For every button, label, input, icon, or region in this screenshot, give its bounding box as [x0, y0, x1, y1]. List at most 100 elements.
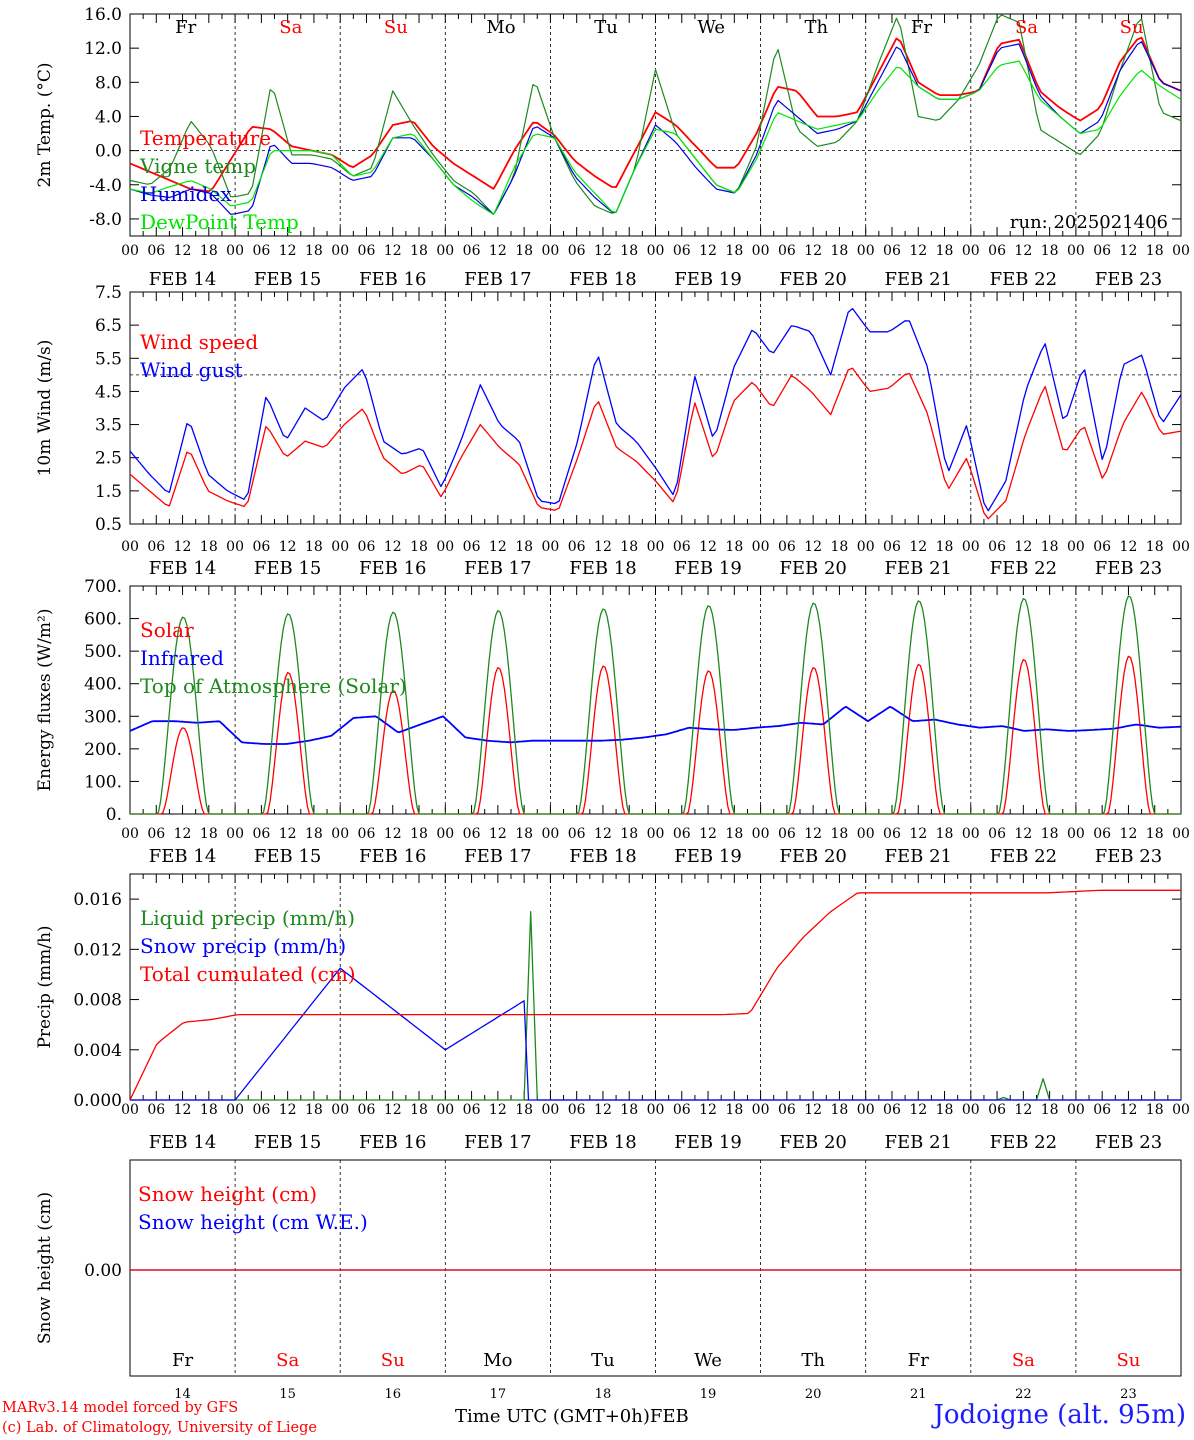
hour-tick-label: 00 — [752, 1102, 770, 1118]
hour-tick-label: 00 — [857, 826, 875, 842]
legend-entry: Wind gust — [140, 358, 243, 382]
y-tick-label: 200. — [84, 740, 122, 760]
hour-tick-label: 06 — [358, 826, 376, 842]
date-label: FEB 20 — [779, 846, 846, 867]
hour-tick-label: 12 — [909, 826, 927, 842]
y-tick-label: -4.0 — [89, 176, 122, 196]
hour-tick-label: 06 — [147, 243, 165, 259]
date-label: FEB 16 — [359, 558, 426, 579]
hour-tick-label: 18 — [831, 826, 849, 842]
day-name-bottom: Sa — [276, 1350, 299, 1371]
hour-tick-label: 12 — [384, 826, 402, 842]
hour-tick-label: 12 — [489, 539, 507, 555]
hour-tick-label: 00 — [331, 1102, 349, 1118]
series-line-temperature — [129, 36, 1182, 193]
hour-tick-label: 18 — [620, 243, 638, 259]
hour-tick-label: 06 — [358, 539, 376, 555]
hour-tick-label: 12 — [699, 243, 717, 259]
y-tick-label: 4.5 — [95, 382, 122, 402]
hour-tick-label: 06 — [988, 243, 1006, 259]
day-number: 14 — [174, 1387, 191, 1402]
day-name: Mo — [486, 17, 515, 38]
hour-tick-label: 12 — [594, 243, 612, 259]
y-tick-label: 12.0 — [84, 39, 122, 59]
date-label: FEB 16 — [359, 846, 426, 867]
legend-entry: Wind speed — [140, 330, 258, 354]
y-tick-label: 0.012 — [73, 940, 122, 960]
legend-entry: Infrared — [140, 646, 224, 670]
series-line-total-cumulated-cm- — [129, 889, 1181, 1101]
date-label: FEB 23 — [1095, 1132, 1162, 1153]
day-name: Fr — [175, 17, 196, 38]
legend-entry: Humidex — [140, 182, 232, 206]
y-tick-label: 500. — [84, 642, 122, 662]
hour-tick-label: 18 — [515, 826, 533, 842]
hour-tick-label: 06 — [883, 243, 901, 259]
date-label: FEB 19 — [674, 269, 741, 290]
y-tick-label: 5.5 — [95, 349, 122, 369]
hour-tick-label: 00 — [857, 243, 875, 259]
hour-tick-label: 18 — [831, 1102, 849, 1118]
day-name-bottom: Th — [801, 1350, 825, 1371]
hour-tick-label: 18 — [725, 539, 743, 555]
day-number: 16 — [384, 1387, 401, 1402]
hour-tick-label: 18 — [410, 826, 428, 842]
day-name: Su — [384, 17, 408, 38]
date-label: FEB 20 — [779, 558, 846, 579]
day-name-bottom: Su — [381, 1350, 405, 1371]
date-label: FEB 14 — [149, 269, 216, 290]
legend-entry: DewPoint Temp — [140, 210, 299, 234]
day-name-bottom: Fr — [908, 1350, 929, 1371]
hour-tick-label: 18 — [410, 1102, 428, 1118]
hour-tick-label: 00 — [1067, 826, 1085, 842]
hour-tick-label: 12 — [594, 539, 612, 555]
date-label: FEB 23 — [1095, 558, 1162, 579]
hour-tick-label: 12 — [1120, 243, 1138, 259]
hour-tick-label: 06 — [147, 539, 165, 555]
day-name: Sa — [1015, 17, 1038, 38]
y-tick-label: 4.0 — [95, 107, 122, 127]
hour-tick-label: 12 — [1014, 1102, 1032, 1118]
x-axis-title: Time UTC (GMT+0h)FEB — [455, 1406, 689, 1427]
day-name: Sa — [279, 17, 302, 38]
y-tick-label: 0.008 — [73, 991, 122, 1011]
legend-entry: Top of Atmosphere (Solar) — [140, 674, 407, 698]
hour-tick-label: 00 — [436, 1102, 454, 1118]
hour-tick-label: 06 — [673, 826, 691, 842]
hour-tick-label: 00 — [1067, 539, 1085, 555]
day-name-bottom: Su — [1116, 1350, 1140, 1371]
hour-tick-label: 12 — [489, 826, 507, 842]
hour-tick-label: 00 — [1172, 539, 1190, 555]
series-line-dewpoint-temp — [129, 60, 1182, 215]
legend-entry: Vigne temp — [139, 154, 256, 178]
date-label: FEB 20 — [779, 1132, 846, 1153]
hour-tick-label: 06 — [988, 1102, 1006, 1118]
date-label: FEB 17 — [464, 558, 531, 579]
y-tick-label: 7.5 — [95, 283, 122, 303]
hour-tick-label: 00 — [1067, 243, 1085, 259]
hour-tick-label: 12 — [699, 1102, 717, 1118]
hour-tick-label: 06 — [883, 826, 901, 842]
hour-tick-label: 06 — [252, 243, 270, 259]
hour-tick-label: 12 — [489, 1102, 507, 1118]
hour-tick-label: 12 — [804, 1102, 822, 1118]
y-tick-label: 6.5 — [95, 316, 122, 336]
hour-tick-label: 12 — [1014, 539, 1032, 555]
hour-tick-label: 00 — [226, 826, 244, 842]
hour-tick-label: 18 — [725, 243, 743, 259]
y-tick-label: 0.5 — [95, 515, 122, 535]
y-tick-label: 1.5 — [95, 482, 122, 502]
hour-tick-label: 06 — [988, 826, 1006, 842]
hour-tick-label: 12 — [909, 539, 927, 555]
day-number: 20 — [805, 1387, 822, 1402]
date-label: FEB 14 — [149, 1132, 216, 1153]
hour-tick-label: 18 — [410, 539, 428, 555]
hour-tick-label: 18 — [620, 1102, 638, 1118]
day-name-bottom: Tu — [591, 1350, 615, 1371]
hour-tick-label: 00 — [331, 539, 349, 555]
hour-tick-label: 06 — [1093, 243, 1111, 259]
hour-tick-label: 12 — [279, 1102, 297, 1118]
hour-tick-label: 12 — [1120, 1102, 1138, 1118]
day-name: Th — [804, 17, 828, 38]
